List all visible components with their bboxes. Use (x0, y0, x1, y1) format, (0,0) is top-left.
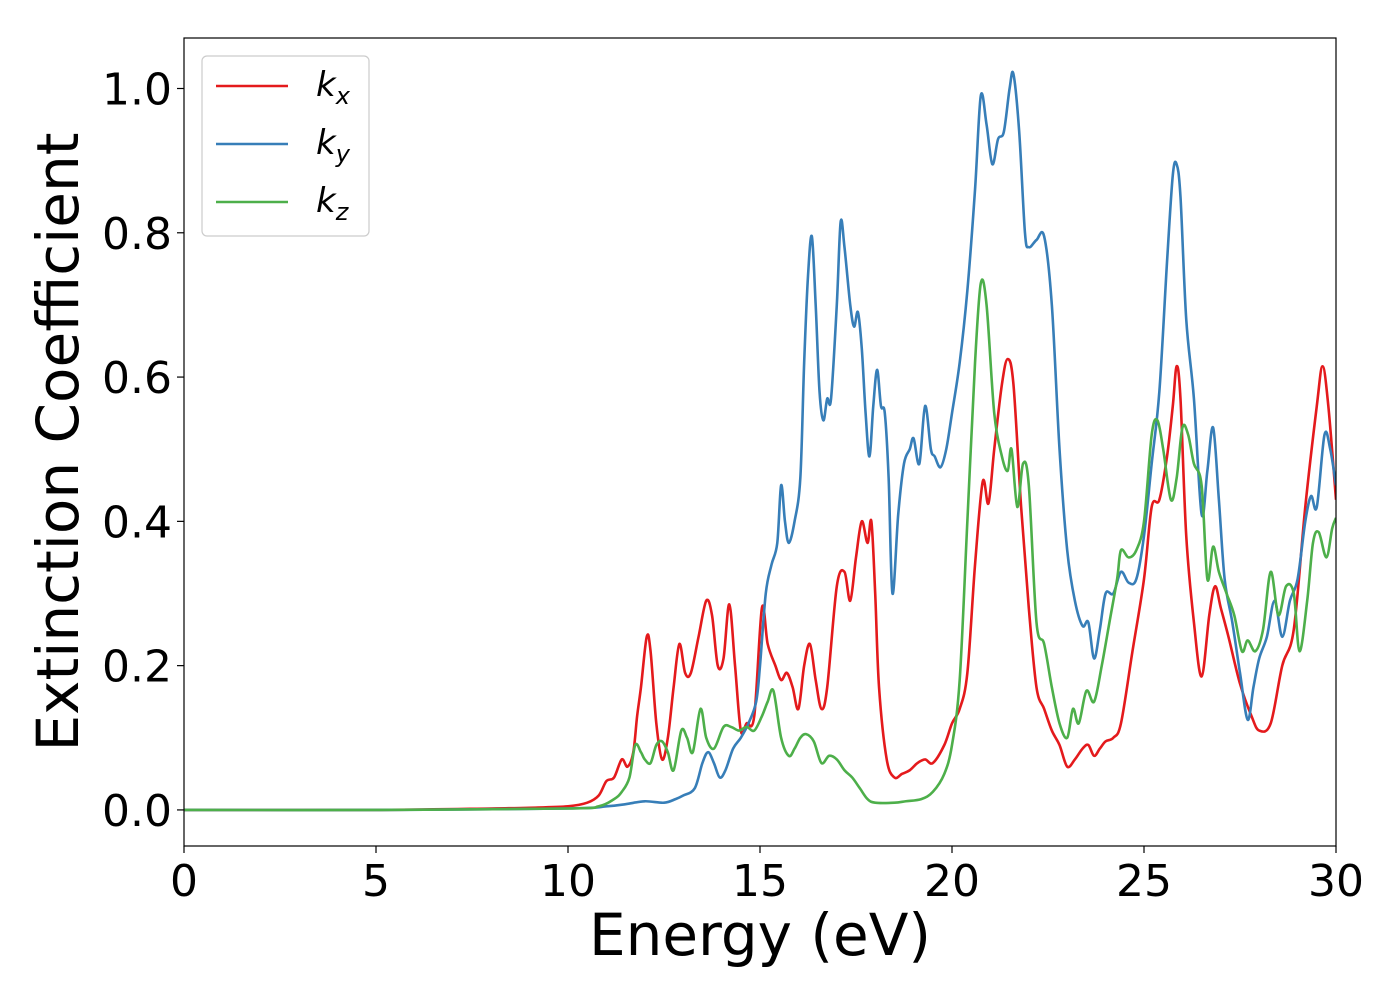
y-tick-label: 0.2 (102, 642, 172, 693)
y-tick-label: 0.0 (102, 786, 172, 837)
y-axis-ticks: 0.0 0.2 0.4 0.6 0.8 1.0 (102, 65, 184, 837)
x-tick-label: 10 (540, 856, 596, 907)
y-tick-label: 0.8 (102, 209, 172, 260)
x-tick-label: 0 (170, 856, 198, 907)
x-axis-ticks: 0 5 10 15 20 25 30 (170, 846, 1364, 907)
x-tick-label: 15 (732, 856, 788, 907)
x-tick-label: 20 (924, 856, 980, 907)
y-axis-label: Extinction Coefficient (24, 133, 92, 752)
x-tick-label: 5 (362, 856, 390, 907)
y-tick-label: 1.0 (102, 65, 172, 116)
x-tick-label: 25 (1116, 856, 1172, 907)
legend-box (201, 55, 370, 237)
series-line-kx (184, 357, 1336, 812)
series-layer (184, 70, 1336, 812)
x-tick-label: 30 (1308, 856, 1364, 907)
y-tick-label: 0.6 (102, 353, 172, 404)
y-tick-label: 0.4 (102, 497, 172, 548)
x-axis-label: Energy (eV) (589, 901, 931, 969)
series-line-kz (184, 278, 1336, 812)
